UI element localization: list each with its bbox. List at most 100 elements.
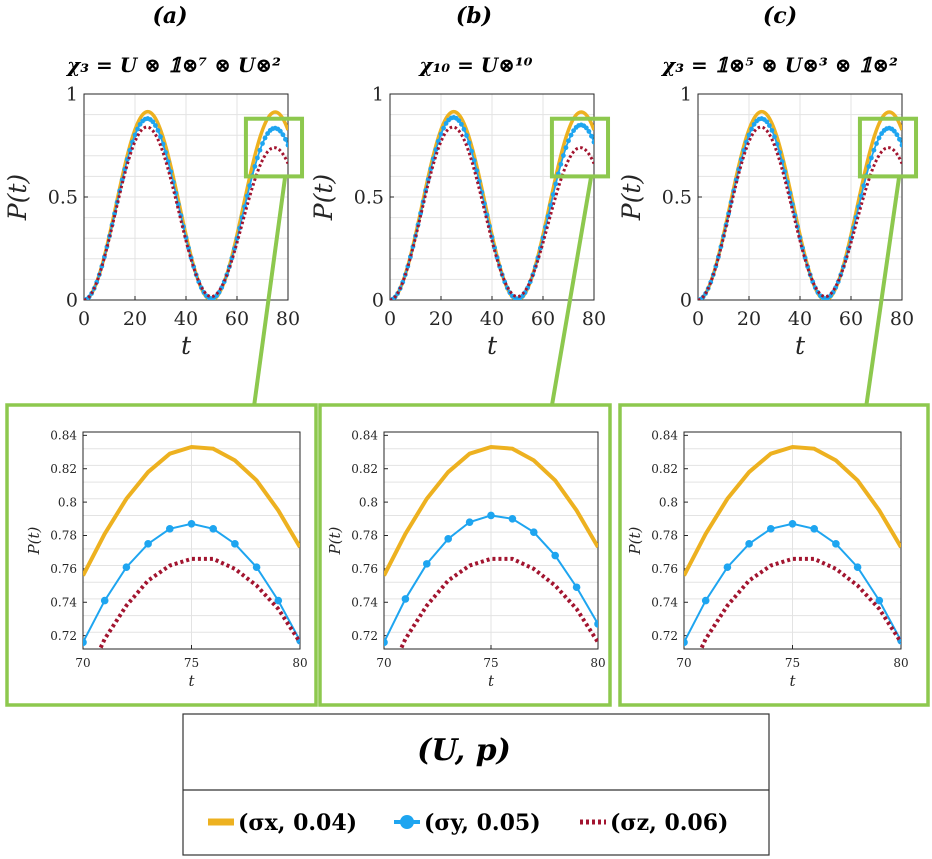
- panel-title-b: χ₁₀ = U⊗¹⁰: [417, 53, 532, 77]
- main-point-sy-c: [899, 142, 902, 148]
- zoom-connector-b: [550, 176, 594, 406]
- main-point-sy-b: [438, 131, 444, 137]
- main-point-sy-a: [150, 119, 156, 125]
- main-point-sy-c: [894, 132, 900, 138]
- main-point-sy-a: [153, 123, 158, 128]
- zoom-a-zoom-ytick-label-0: 0.72: [50, 629, 77, 643]
- zoom-point-sy-a-zoom-5: [187, 520, 196, 528]
- zoom-point-sy-b-zoom-0: [384, 638, 388, 647]
- main-point-sy-c: [871, 147, 877, 153]
- zoom-a-zoom-ytick-label-2: 0.76: [50, 562, 77, 576]
- main-a-ytick-label-1: 0.5: [48, 187, 78, 209]
- zoom-b-zoom-ytick-label-1: 0.74: [351, 595, 378, 609]
- main-b-ytick-label-0: 0: [372, 290, 384, 312]
- legend-frame: [182, 713, 770, 856]
- zoom-b-zoom-ytick-label-2: 0.76: [351, 562, 378, 576]
- main-c-ylabel: P(t): [617, 174, 646, 221]
- zoom-a-zoom-xtick-label-1: 75: [184, 656, 199, 670]
- main-point-sy-c: [876, 135, 882, 141]
- main-c-xtick-label-4: 80: [890, 308, 914, 330]
- main-c-ytick-label-1: 0.5: [662, 187, 692, 209]
- zoom-b-zoom-ytick-label-4: 0.8: [359, 495, 378, 509]
- zoom-b-zoom-xtick-label-1: 75: [483, 656, 498, 670]
- zoom-c-zoom-ytick-label-1: 0.74: [651, 595, 678, 609]
- zoom-c-zoom-ytick-label-3: 0.78: [651, 529, 678, 543]
- main-b-ytick-label-1: 0.5: [354, 187, 384, 209]
- zoom-point-sy-a-zoom-0: [83, 638, 87, 647]
- main-point-sy-a: [285, 142, 288, 148]
- main-a-ytick-label-0: 0: [66, 290, 78, 312]
- zoom-a-zoom-xlabel: t: [188, 672, 195, 690]
- zoom-c-zoom-ytick-label-5: 0.82: [651, 462, 678, 476]
- zoom-b-zoom-ytick-label-3: 0.78: [351, 529, 378, 543]
- zoom-point-sy-c-zoom-9: [875, 596, 884, 605]
- main-plot-a: 0 20 40 60 80 0 0.5 1 t P(t): [3, 84, 305, 406]
- zoom-line-sx-c-zoom: [684, 444, 901, 577]
- plots-layer: 0 20 40 60 80 0 0.5 1 t P(t) 0 20 40 60 80 0 0.5 1 t P(t) 0 2…: [3, 84, 930, 707]
- zoom-point-sy-b-zoom-6: [508, 515, 517, 523]
- main-point-sy-c: [891, 128, 897, 134]
- zoom-point-sy-a-zoom-9: [274, 596, 283, 605]
- zoom-frame-a-zoom: [5, 403, 318, 707]
- main-point-sy-b: [589, 133, 594, 139]
- zoom-a-zoom-ytick-label-3: 0.78: [50, 529, 77, 543]
- main-point-sy-a: [247, 183, 253, 189]
- main-a-xtick-label-4: 80: [276, 308, 300, 330]
- main-point-sy-a: [132, 132, 138, 138]
- zoom-c-zoom-ytick-label-6: 0.84: [651, 429, 678, 443]
- zoom-point-sy-c-zoom-7: [832, 540, 840, 548]
- zoom-point-sy-a-zoom-2: [122, 563, 131, 572]
- main-point-sy-c: [772, 134, 777, 140]
- main-point-sy-b: [553, 181, 559, 187]
- main-point-sy-a: [283, 136, 288, 142]
- zoom-connector-a: [252, 176, 288, 406]
- main-series-group-b: [390, 109, 594, 300]
- main-point-sy-a: [135, 126, 140, 132]
- zoom-frame-b-zoom: [318, 403, 612, 707]
- zoom-line-sx-a-zoom: [83, 444, 300, 577]
- main-b-xtick-label-1: 20: [429, 308, 453, 330]
- main-point-sy-b: [586, 129, 592, 134]
- zoom-point-sy-b-zoom-3: [444, 535, 453, 543]
- legend-title: (U, p): [417, 733, 511, 768]
- zoom-a-zoom-xtick-label-2: 80: [292, 656, 307, 670]
- zoom-b-zoom-ylabel: P(t): [326, 526, 344, 555]
- zoom-line-sx-b-zoom: [384, 444, 598, 577]
- main-c-xtick-label-1: 20: [737, 308, 761, 330]
- main-point-sy-c: [751, 121, 757, 127]
- main-point-sy-b: [563, 145, 569, 151]
- main-b-xtick-label-2: 40: [480, 308, 504, 330]
- main-b-ylabel: P(t): [309, 174, 338, 221]
- main-point-sy-a: [252, 164, 258, 169]
- main-point-sy-a: [244, 193, 250, 199]
- zoom-c-zoom-xlabel: t: [789, 672, 796, 690]
- zoom-point-sy-a-zoom-7: [231, 540, 239, 548]
- legend-label-sx: (σx, 0.04): [238, 810, 357, 836]
- legend-label-sy: (σy, 0.05): [424, 810, 541, 836]
- main-point-sy-c: [749, 126, 754, 132]
- main-line-sz-c: [698, 125, 902, 300]
- main-point-sy-a: [155, 128, 161, 133]
- main-point-sy-b: [456, 118, 462, 124]
- legend: (U, p) (σx, 0.04) (σy, 0.05) (σz, 0.06): [182, 713, 770, 856]
- zoom-point-sy-b-zoom-9: [572, 583, 581, 592]
- main-point-sy-a: [119, 177, 125, 183]
- main-c-xtick-label-2: 40: [788, 308, 812, 330]
- legend-swatch-sy-marker: [400, 815, 414, 829]
- main-point-sy-c: [874, 141, 879, 146]
- zoom-point-sy-b-zoom-2: [423, 560, 431, 568]
- main-point-sy-b: [471, 158, 477, 163]
- main-point-sy-c: [764, 119, 770, 125]
- main-point-sy-b: [568, 132, 574, 138]
- zoom-point-sy-c-zoom-6: [810, 525, 818, 533]
- main-point-sy-b: [591, 139, 594, 145]
- zoom-point-sy-b-zoom-8: [551, 551, 559, 560]
- zoom-point-sy-c-zoom-0: [684, 638, 688, 647]
- panel-title-c: χ₃ = 𝟙⊗⁵ ⊗ U⊗³ ⊗ 𝟙⊗²: [660, 53, 898, 77]
- zoom-line-sz-a-zoom: [97, 556, 300, 649]
- main-plot-c: 0 20 40 60 80 0 0.5 1 t P(t): [617, 84, 919, 406]
- zoom-line-sz-c-zoom: [698, 556, 901, 649]
- zoom-point-sy-b-zoom-1: [401, 595, 410, 603]
- main-point-sy-a: [257, 147, 263, 153]
